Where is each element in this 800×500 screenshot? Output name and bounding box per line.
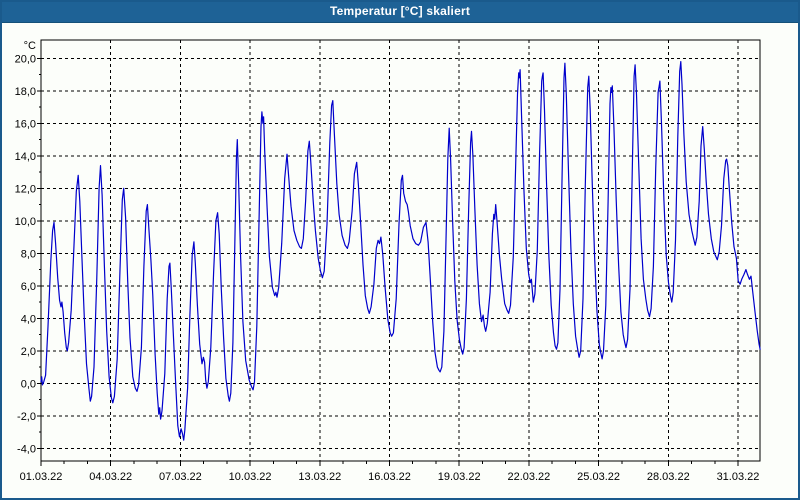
x-tick-label: 31.03.22 [717,471,760,483]
x-axis-labels: 01.03.22 04.03.22 07.03.22 10.03.22 13.03.22… [20,471,760,483]
y-tick-label: 10,0 [15,216,36,228]
plot-frame [40,39,761,462]
y-tick-label: 2,0 [21,346,36,358]
x-tick-label: 25.03.22 [577,471,620,483]
x-tick-label: 16.03.22 [368,471,411,483]
chart-title-bar: Temperatur [°C] skaliert [0,0,800,23]
grid-lines [41,40,760,461]
y-tick-label: 20,0 [15,53,36,65]
plot-frame-rect [40,39,761,462]
y-tick-label: -2,0 [17,411,36,423]
y-tick-label: -4,0 [17,443,36,455]
x-tick-label: 01.03.22 [20,471,63,483]
y-tick-label: 18,0 [15,86,36,98]
y-tick-label: 12,0 [15,183,36,195]
chart-title: Temperatur [°C] skaliert [329,4,471,18]
y-tick-label: 16,0 [15,118,36,130]
x-tick-label: 10.03.22 [229,471,272,483]
x-tick-label: 07.03.22 [159,471,202,483]
y-tick-label: 4,0 [21,313,36,325]
y-tick-label: 0,0 [21,378,36,390]
y-axis-unit-label: °C [24,40,36,52]
x-tick-label: 28.03.22 [647,471,690,483]
x-tick-label: 19.03.22 [438,471,481,483]
temperature-series-path [40,61,761,441]
axis-ticks [37,57,739,466]
x-tick-label: 04.03.22 [89,471,132,483]
y-tick-label: 14,0 [15,151,36,163]
y-tick-label: 6,0 [21,281,36,293]
y-tick-label: 8,0 [21,248,36,260]
temperature-line [40,61,761,441]
y-axis-labels: 20,0 18,0 16,0 14,0 12,0 10,0 8,0 6,0 4,0 2,0 0,0 -… [15,40,36,455]
x-tick-label: 13.03.22 [298,471,341,483]
x-tick-label: 22.03.22 [507,471,550,483]
